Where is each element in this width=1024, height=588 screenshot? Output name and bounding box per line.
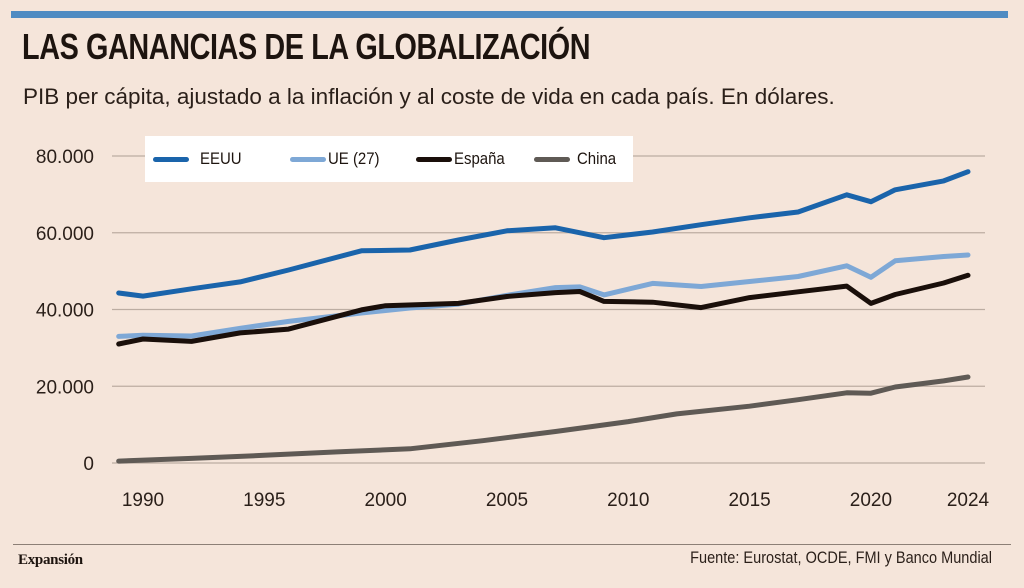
gridlines	[112, 155, 985, 464]
x-tick-label: 2000	[365, 490, 407, 511]
legend-item-china: China	[534, 149, 621, 169]
legend-item-ue: UE (27)	[290, 149, 416, 169]
legend-swatch-espana	[416, 156, 452, 162]
x-tick-label: 2024	[947, 490, 990, 511]
y-tick-label: 40.000	[36, 301, 94, 322]
legend-swatch-china	[534, 156, 570, 162]
x-axis-ticks: 1990 1995 2000 2005 2010 2015 2020 2024	[122, 490, 990, 511]
brand-logo: Expansión	[18, 552, 83, 568]
x-tick-label: 2020	[850, 490, 892, 511]
y-axis-ticks: 0 20.000 40.000 60.000 80.000	[36, 147, 94, 475]
y-tick-label: 60.000	[36, 224, 94, 245]
source-note: Fuente: Eurostat, OCDE, FMI y Banco Mund…	[690, 549, 992, 567]
legend-label-espana: España	[454, 149, 505, 168]
series-lines	[116, 169, 971, 464]
chart-title: LAS GANANCIAS DE LA GLOBALIZACIÓN	[22, 26, 591, 67]
series-line-china	[116, 374, 971, 464]
x-tick-label: 2015	[728, 490, 770, 511]
footer-divider	[13, 544, 1011, 545]
legend-label-ue: UE (27)	[328, 149, 380, 168]
chart-subtitle: PIB per cápita, ajustado a la inflación …	[23, 84, 835, 109]
y-tick-label: 20.000	[36, 377, 94, 398]
series-line-ue-27	[116, 252, 971, 339]
legend-swatch-ue	[290, 156, 326, 162]
y-tick-label: 80.000	[36, 147, 94, 168]
series-line-españa	[116, 272, 971, 347]
legend-label-china: China	[577, 149, 617, 168]
accent-bar	[11, 11, 1008, 18]
y-tick-label: 0	[83, 454, 94, 475]
legend-swatch-eeuu	[153, 156, 189, 162]
x-tick-label: 2010	[607, 490, 649, 511]
legend-label-eeuu: EEUU	[200, 149, 242, 168]
legend-item-espana: España	[416, 149, 534, 169]
x-tick-label: 2005	[486, 490, 528, 511]
legend: EEUU UE (27) España China	[145, 136, 633, 182]
x-tick-label: 1990	[122, 490, 164, 511]
legend-item-eeuu: EEUU	[153, 149, 290, 169]
series-line-eeuu	[116, 169, 971, 299]
x-tick-label: 1995	[243, 490, 285, 511]
